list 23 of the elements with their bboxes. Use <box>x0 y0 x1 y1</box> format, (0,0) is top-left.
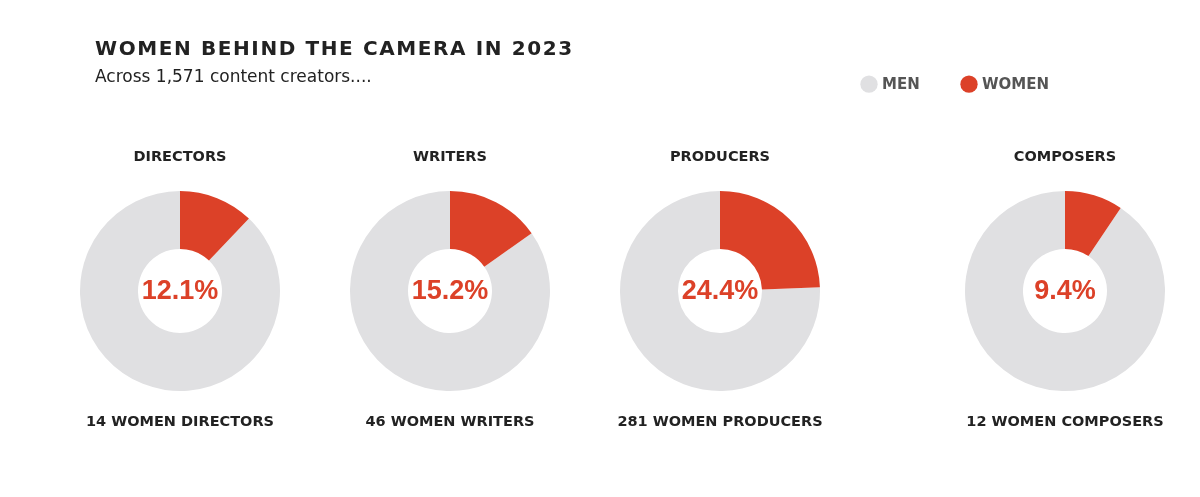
data-label: 24.4% <box>681 275 759 305</box>
text: 12 WOMEN COMPOSERS <box>966 413 1164 429</box>
data-label: 15.2% <box>411 275 489 305</box>
donut-slice <box>620 191 820 391</box>
data-label: 12.1% <box>141 275 219 305</box>
donut-slice <box>80 191 280 391</box>
donut-slice <box>180 191 249 261</box>
donut-slice <box>965 191 1165 391</box>
text: 281 WOMEN PRODUCERS <box>617 413 823 429</box>
chart-title: PRODUCERS <box>669 148 771 164</box>
text: COMPOSERS <box>1013 148 1117 164</box>
chart-title: WRITERS <box>413 148 487 164</box>
text: Across 1,571 content creators.... <box>95 66 373 86</box>
legend-label: MEN <box>882 75 920 94</box>
donut-slice <box>350 191 550 391</box>
donut-slice <box>1065 191 1121 257</box>
data-label: 9.4% <box>1034 275 1096 305</box>
text: WOMEN BEHIND THE CAMERA IN 2023 <box>95 36 574 60</box>
donut-slice <box>450 191 532 267</box>
legend-label: WOMEN <box>982 75 1050 94</box>
text: 14 WOMEN DIRECTORS <box>85 413 275 429</box>
chart-title: DIRECTORS <box>133 148 227 164</box>
text: 46 WOMEN WRITERS <box>365 413 535 429</box>
